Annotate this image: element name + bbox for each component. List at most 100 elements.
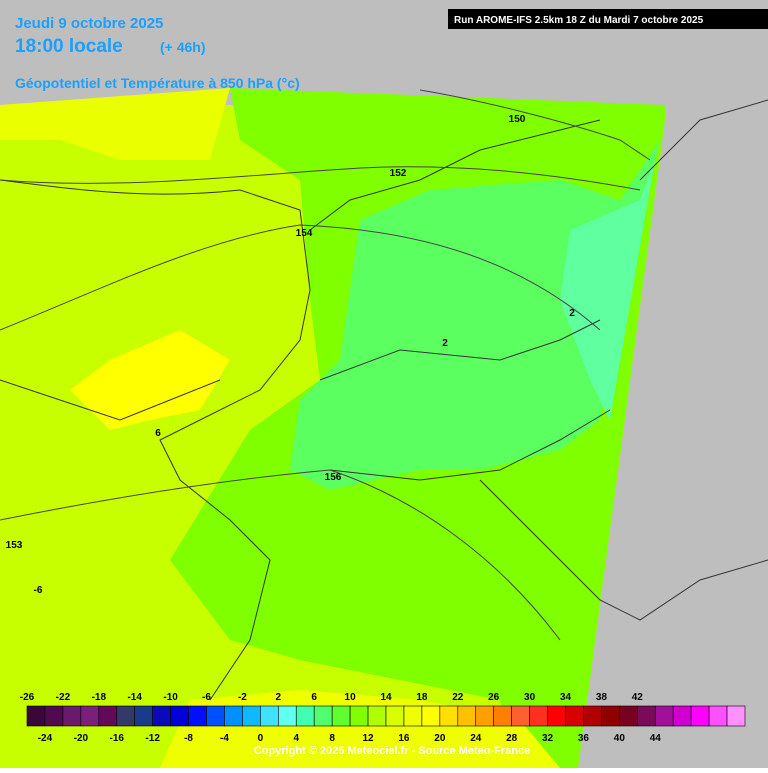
colorbar-top-label: 6 <box>311 692 317 703</box>
border-line <box>319 319 601 381</box>
colorbar-box <box>295 705 315 727</box>
colorbar-box <box>331 705 351 727</box>
colorbar-box <box>547 705 566 727</box>
contour-label: 150 <box>509 114 526 125</box>
colorbar-bottom-label: 40 <box>614 733 626 744</box>
colorbar-bottom-label: 36 <box>578 733 590 744</box>
contour-label: 152 <box>390 168 407 179</box>
copyright: Copyright © 2025 Meteociel.fr - Source M… <box>254 745 530 757</box>
field-title: Géopotentiel et Température à 850 hPa (°… <box>15 75 300 91</box>
colorbar-box <box>224 705 243 727</box>
contour-line <box>0 224 601 331</box>
border-line <box>0 379 221 421</box>
border-line <box>309 119 601 231</box>
contour-label: 6 <box>155 428 161 439</box>
lead: (+ 46h) <box>160 39 206 55</box>
colorbar-top-label: -26 <box>20 692 35 703</box>
field-yellow <box>70 330 230 430</box>
colorbar-top-label: 18 <box>416 692 428 703</box>
run-label: Run AROME-IFS 2.5km 18 Z du Mardi 7 octo… <box>454 15 704 26</box>
colorbar-box <box>493 705 512 727</box>
field-mint <box>560 160 655 420</box>
colorbar-box <box>188 705 207 727</box>
colorbar-box <box>511 705 530 727</box>
colorbar-box <box>439 705 459 727</box>
colorbar-box <box>80 705 100 727</box>
colorbar-box <box>565 705 584 727</box>
colorbar-box <box>619 705 638 727</box>
colorbar-box <box>583 705 602 727</box>
colorbar-box <box>672 705 692 727</box>
contour-line <box>0 166 641 191</box>
colorbar-bottom-label: 8 <box>329 733 335 744</box>
contour-label: 2 <box>569 308 575 319</box>
colorbar-box <box>349 705 369 727</box>
borders <box>0 99 768 701</box>
colorbar-bottom-label: 4 <box>293 733 299 744</box>
colorbar-box <box>654 705 674 727</box>
colorbar-top-label: -22 <box>56 692 71 703</box>
colorbar-box <box>385 705 405 727</box>
colorbar-bottom-label: -24 <box>38 733 53 744</box>
colorbar-box <box>62 705 82 727</box>
colorbar-box <box>44 705 64 727</box>
contour-line <box>0 469 561 641</box>
colorbar-top-label: 22 <box>452 692 464 703</box>
colorbar-bottom-label: -20 <box>74 733 89 744</box>
colorbar-box <box>313 705 333 727</box>
colorbar-top-label: 14 <box>380 692 392 703</box>
colorbar-box <box>403 705 423 727</box>
border-line <box>329 409 611 481</box>
border-line <box>0 179 311 701</box>
colorbar-bottom-label: 16 <box>398 733 410 744</box>
contour-label: -6 <box>34 585 43 596</box>
colorbar-bottom-label: -8 <box>184 733 193 744</box>
colorbar-box <box>116 705 136 727</box>
colorbar-top-label: -2 <box>238 692 247 703</box>
colorbar-box <box>134 705 153 727</box>
colorbar-box <box>260 705 279 727</box>
colorbar-box <box>457 705 477 727</box>
colorbar-top-label: -6 <box>202 692 211 703</box>
colorbar-top-label: -18 <box>92 692 107 703</box>
colorbar-bottom-label: 28 <box>506 733 518 744</box>
colorbar-top-label: -14 <box>127 692 142 703</box>
colorbar-box <box>601 705 620 727</box>
colorbar-bottom-label: -12 <box>145 733 160 744</box>
contour-label: 153 <box>6 540 23 551</box>
border-line <box>639 99 768 181</box>
colorbar-box <box>206 705 225 727</box>
colorbar-bottom-label: 20 <box>434 733 446 744</box>
colorbar-box <box>636 705 656 727</box>
colorbar-bottom-label: 12 <box>362 733 374 744</box>
colorbar-box <box>242 705 261 727</box>
border-line <box>479 479 768 621</box>
colorbar-top-label: -10 <box>163 692 178 703</box>
colorbar-top-label: 2 <box>276 692 282 703</box>
colorbar-top-label: 38 <box>596 692 608 703</box>
contour-label: 156 <box>325 472 342 483</box>
contours <box>0 89 651 641</box>
colorbar-bottom-label: -16 <box>110 733 125 744</box>
colorbar-box <box>277 705 297 727</box>
contour-line <box>419 89 651 161</box>
field-yellowish <box>0 88 230 160</box>
run-box <box>448 9 768 29</box>
colorbar-box <box>152 705 171 727</box>
colorbar-top-label: 34 <box>560 692 572 703</box>
colorbar-box <box>98 705 118 727</box>
time: 18:00 locale <box>15 36 123 57</box>
colorbar-bottom-label: 32 <box>542 733 554 744</box>
colorbar-bottom-label: 24 <box>470 733 482 744</box>
colorbar-top-label: 42 <box>632 692 644 703</box>
colorbar-box <box>475 705 495 727</box>
contour-label: 2 <box>442 338 448 349</box>
colorbar-top-label: 10 <box>345 692 357 703</box>
colorbar-box <box>529 705 548 727</box>
colorbar-box <box>726 705 746 727</box>
field-green <box>290 140 660 490</box>
colorbar-box <box>708 705 728 727</box>
colorbar-box <box>421 705 441 727</box>
contour-label: 154 <box>296 228 313 239</box>
